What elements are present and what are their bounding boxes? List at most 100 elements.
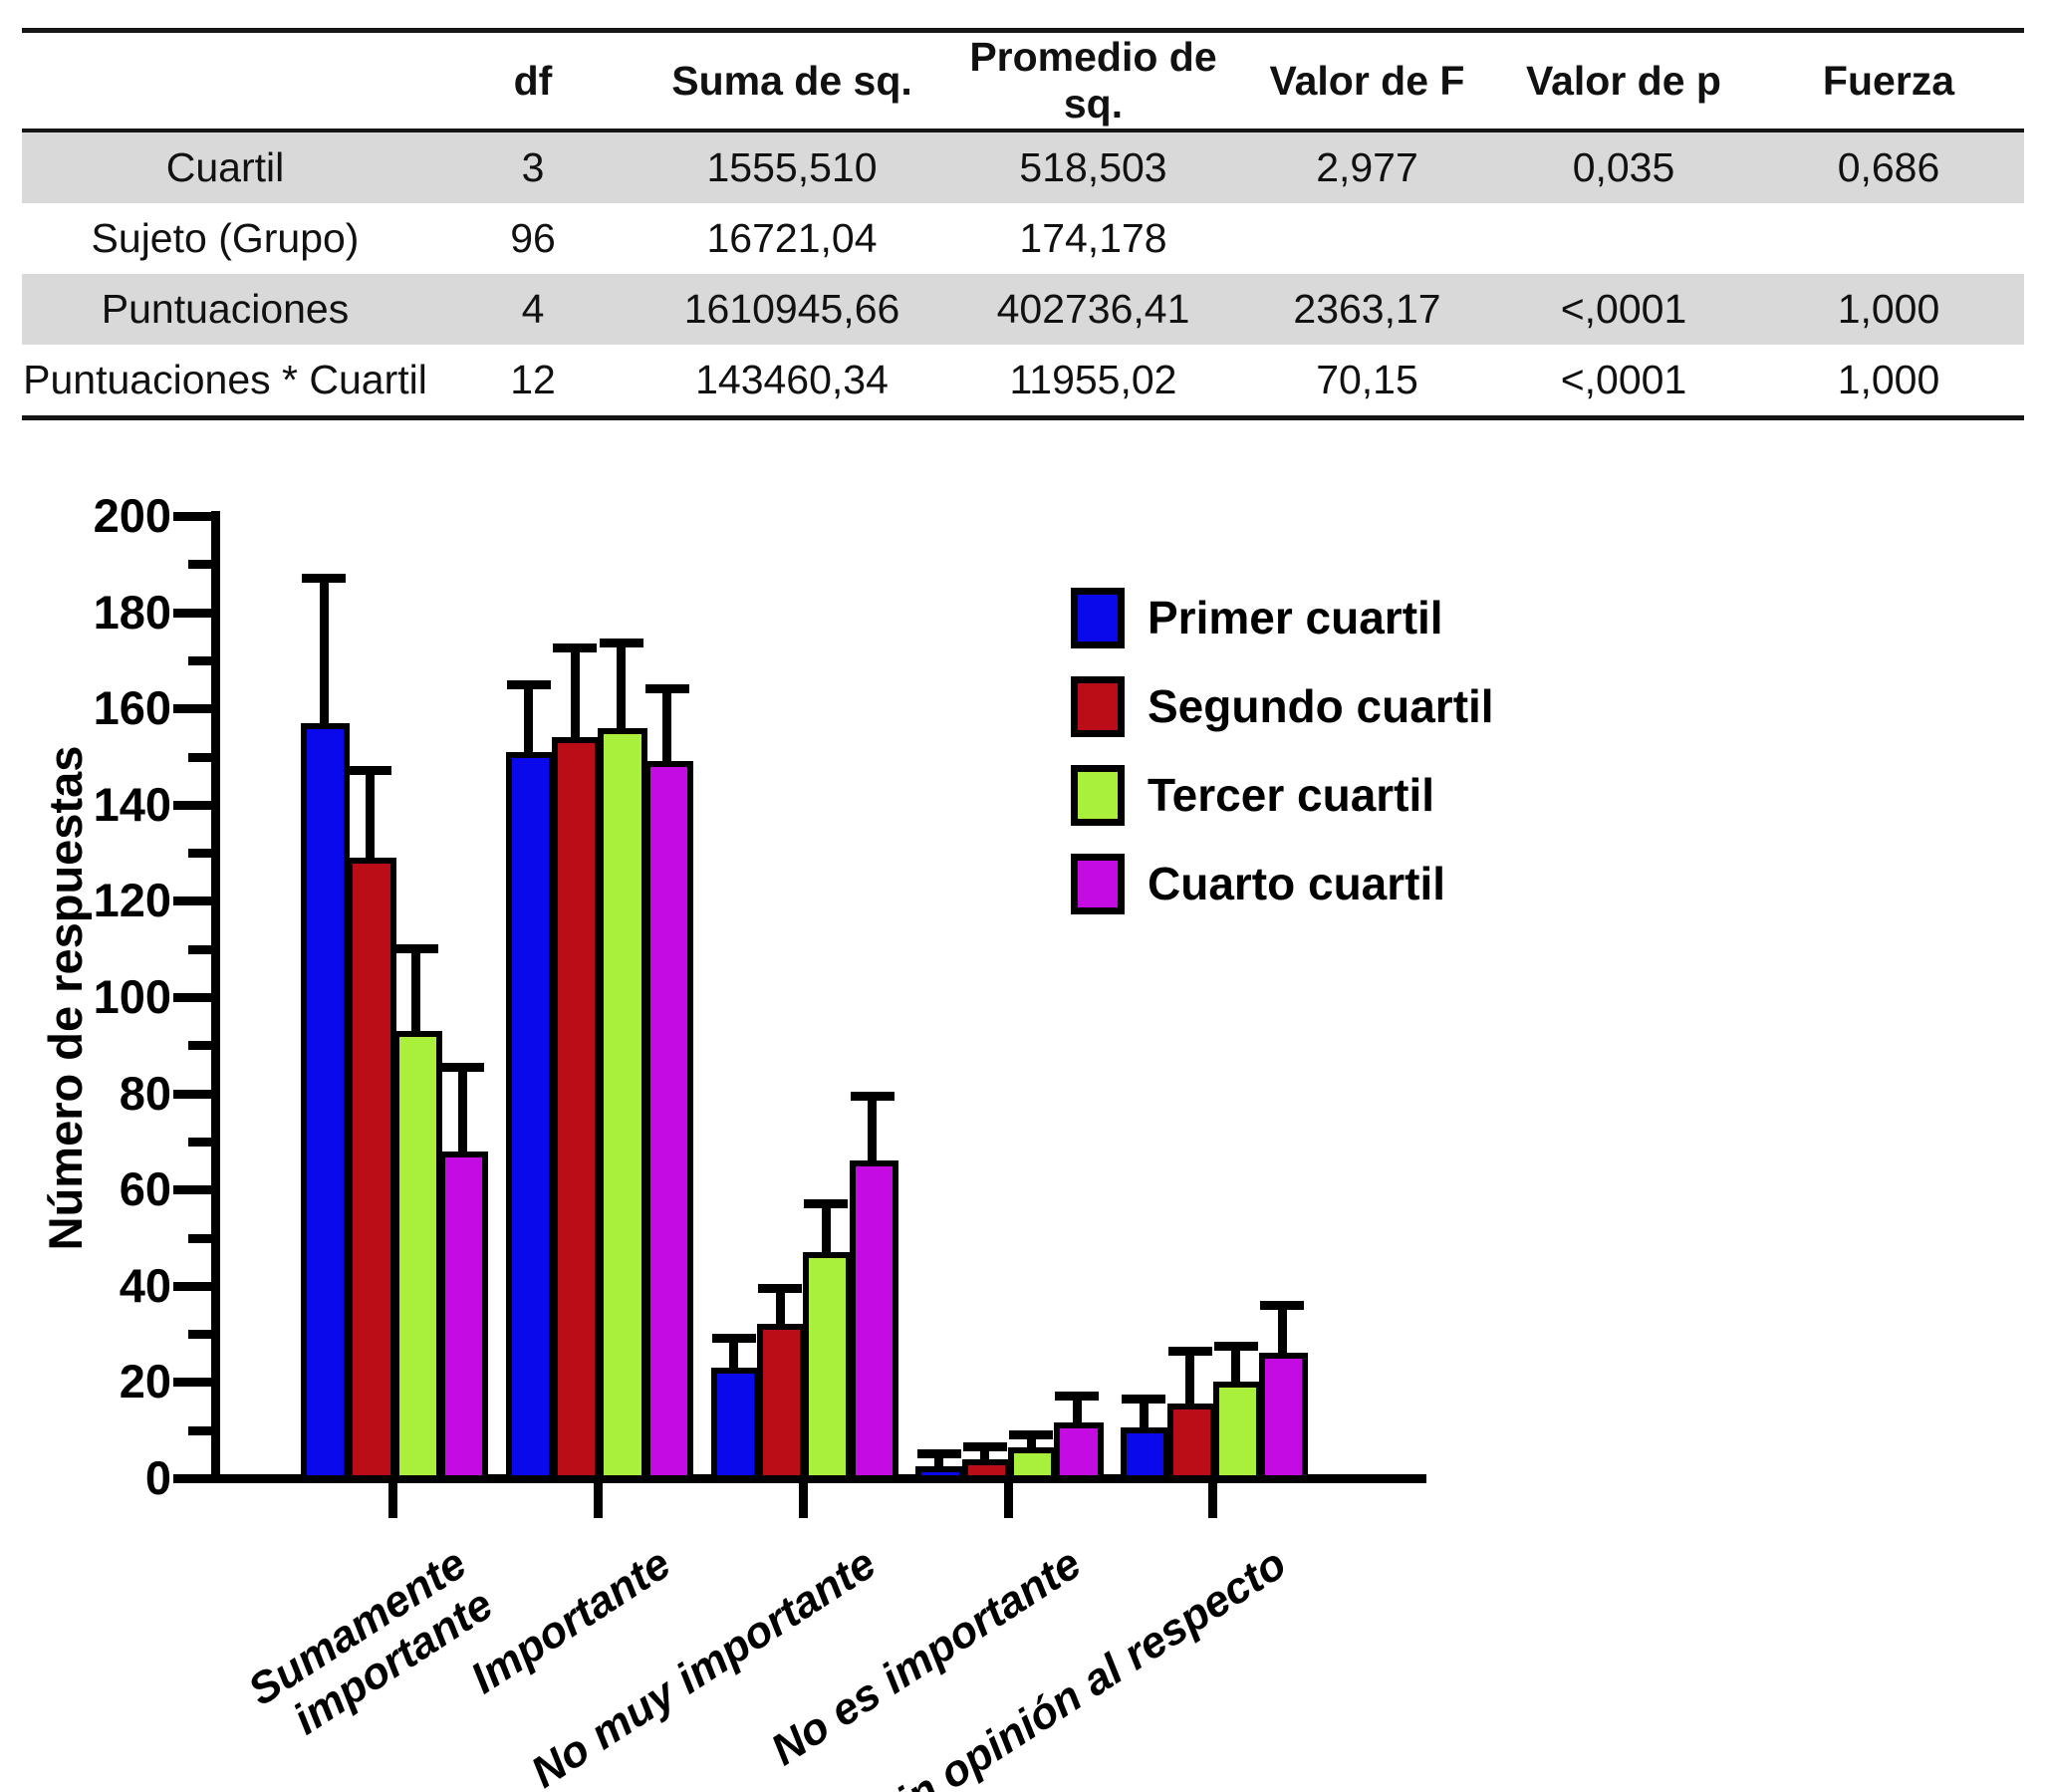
column-header: df: [428, 28, 638, 132]
bar-cuarto-cuartil: [849, 1160, 898, 1481]
error-bar-cap: [1055, 1392, 1100, 1402]
legend-label-2: Segundo cuartil: [1148, 680, 1494, 732]
bar-tercer-cuartil: [1212, 1382, 1263, 1481]
error-bar-stem: [570, 647, 580, 740]
error-bar-stem: [365, 770, 375, 860]
x-category-label: Sumamente importante: [239, 1539, 502, 1745]
table-cell: 143460,34: [638, 345, 946, 420]
error-bar-stem: [524, 684, 534, 754]
y-tick-label: 180: [93, 585, 171, 639]
error-bar-cap: [758, 1283, 803, 1293]
error-bar-cap: [711, 1334, 756, 1344]
error-bar-stem: [457, 1067, 467, 1153]
y-tick-label: 120: [93, 874, 171, 927]
y-minor-tick: [188, 752, 217, 762]
error-bar-stem: [821, 1203, 831, 1254]
column-header: Valor de F: [1240, 28, 1494, 132]
y-major-tick: [173, 1474, 217, 1483]
table-cell: 1610945,66: [683, 286, 900, 332]
row-label: Sujeto (Grupo): [91, 215, 360, 261]
error-bar-stem: [1139, 1399, 1149, 1430]
error-bar-stem: [617, 642, 627, 730]
y-tick-label: 20: [119, 1355, 171, 1408]
bar-primer-cuartil: [915, 1465, 965, 1481]
y-major-tick: [173, 1185, 217, 1195]
bar-segundo-cuartil: [961, 1458, 1011, 1481]
table-cell: 1555,510: [706, 144, 878, 190]
column-header: Promedio de sq.: [946, 28, 1240, 132]
error-bar-cap: [1167, 1346, 1212, 1356]
legend-label-3: Tercer cuartil: [1148, 769, 1435, 821]
error-bar-cap: [916, 1449, 961, 1459]
table-cell: 1,000: [1837, 286, 1940, 332]
x-tick: [593, 1478, 603, 1518]
bar-tercer-cuartil: [392, 1030, 442, 1481]
error-bar-cap: [393, 944, 438, 954]
bar-primer-cuartil: [505, 751, 556, 1481]
table-cell: <,0001: [1494, 345, 1753, 420]
anova-table: df Suma de sq. Promedio de sq. Valor de F Va…: [22, 28, 2024, 420]
x-tick: [388, 1478, 398, 1518]
bar-cuarto-cuartil: [1259, 1353, 1309, 1481]
y-major-tick: [173, 1281, 217, 1291]
error-bar-stem: [1072, 1396, 1082, 1425]
anova-table-header: df Suma de sq. Promedio de sq. Valor de F Va…: [22, 28, 2024, 132]
x-tick: [798, 1478, 808, 1518]
y-major-tick: [173, 800, 217, 810]
legend-swatch-3: [1071, 765, 1125, 826]
y-tick-label: 60: [119, 1162, 171, 1216]
column-header: Fuerza: [1753, 28, 2024, 132]
error-bar-stem: [319, 578, 329, 725]
bar-segundo-cuartil: [347, 857, 396, 1481]
y-minor-tick: [188, 1041, 217, 1051]
table-cell: 4: [521, 286, 545, 332]
table-cell: 174,178: [1019, 215, 1167, 261]
error-bar-cap: [302, 574, 347, 584]
table-cell: 0,686: [1837, 144, 1940, 190]
error-bar-stem: [1277, 1305, 1287, 1356]
x-category-label: No muy importante: [522, 1539, 885, 1792]
error-bar-stem: [934, 1453, 944, 1468]
bar-tercer-cuartil: [598, 727, 647, 1481]
row-label-column-header: [22, 28, 428, 132]
error-bar-cap: [804, 1199, 849, 1209]
error-bar-cap: [599, 639, 643, 648]
table-row: Sujeto (Grupo) 96 16721,04 174,178: [22, 203, 2024, 274]
error-bar-stem: [980, 1446, 990, 1461]
table-cell: 96: [510, 215, 556, 261]
row-label: Puntuaciones * Cuartil: [22, 345, 428, 420]
row-label: Cuartil: [165, 144, 285, 190]
table-row: Puntuaciones * Cuartil 12 143460,34 11955,0…: [22, 345, 2024, 420]
column-header: Suma de sq.: [638, 28, 946, 132]
x-tick: [1003, 1478, 1013, 1518]
y-tick-label: 160: [93, 681, 171, 735]
error-bar-stem: [411, 948, 421, 1033]
legend-swatch-4: [1071, 854, 1125, 914]
y-major-tick: [173, 993, 217, 1002]
y-minor-tick: [188, 1330, 217, 1340]
table-cell: 3: [521, 144, 545, 190]
error-bar-stem: [1231, 1346, 1241, 1385]
table-cell: 402736,41: [996, 286, 1190, 332]
y-major-tick: [173, 608, 217, 618]
y-major-tick: [173, 1378, 217, 1388]
y-minor-tick: [188, 944, 217, 954]
bar-cuarto-cuartil: [1054, 1422, 1104, 1481]
error-bar-stem: [729, 1338, 739, 1370]
y-tick-label: 40: [119, 1258, 171, 1312]
bar-cuarto-cuartil: [438, 1151, 489, 1481]
y-tick-label: 100: [93, 970, 171, 1023]
y-major-tick: [173, 704, 217, 714]
table-cell: 518,503: [1019, 144, 1167, 190]
legend-swatch-2: [1071, 676, 1125, 737]
legend-swatch-1: [1071, 588, 1125, 648]
table-cell: 0,035: [1572, 144, 1675, 190]
y-minor-tick: [188, 1137, 217, 1147]
table-cell: 2363,17: [1293, 286, 1441, 332]
y-minor-tick: [188, 655, 217, 665]
column-header: Valor de p: [1494, 28, 1753, 132]
y-minor-tick: [188, 849, 217, 859]
bar-primer-cuartil: [710, 1367, 760, 1481]
bar-segundo-cuartil: [552, 737, 602, 1481]
table-cell: [1753, 203, 2024, 274]
